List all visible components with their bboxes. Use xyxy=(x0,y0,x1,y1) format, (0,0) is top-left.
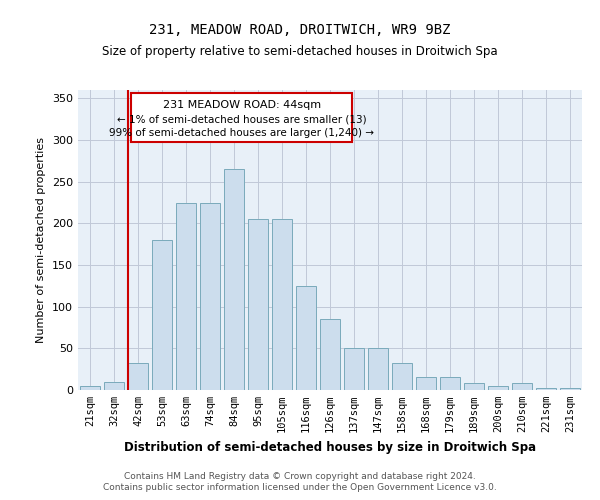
Bar xyxy=(464,384,484,390)
Bar xyxy=(296,286,316,390)
Bar xyxy=(272,219,292,390)
Text: 231 MEADOW ROAD: 44sqm: 231 MEADOW ROAD: 44sqm xyxy=(163,100,321,110)
Bar xyxy=(224,169,244,390)
Text: Contains HM Land Registry data © Crown copyright and database right 2024.: Contains HM Land Registry data © Crown c… xyxy=(124,472,476,481)
Bar xyxy=(128,362,148,390)
Text: 99% of semi-detached houses are larger (1,240) →: 99% of semi-detached houses are larger (… xyxy=(109,128,374,138)
Bar xyxy=(512,384,532,390)
Bar xyxy=(344,348,364,390)
Bar xyxy=(320,319,340,390)
Text: 231, MEADOW ROAD, DROITWICH, WR9 9BZ: 231, MEADOW ROAD, DROITWICH, WR9 9BZ xyxy=(149,22,451,36)
Bar xyxy=(440,376,460,390)
Bar xyxy=(416,376,436,390)
Bar xyxy=(104,382,124,390)
FancyBboxPatch shape xyxy=(131,94,352,142)
X-axis label: Distribution of semi-detached houses by size in Droitwich Spa: Distribution of semi-detached houses by … xyxy=(124,440,536,454)
Bar xyxy=(80,386,100,390)
Bar xyxy=(200,202,220,390)
Bar xyxy=(392,362,412,390)
Text: ← 1% of semi-detached houses are smaller (13): ← 1% of semi-detached houses are smaller… xyxy=(117,115,367,125)
Bar xyxy=(560,388,580,390)
Bar xyxy=(488,386,508,390)
Y-axis label: Number of semi-detached properties: Number of semi-detached properties xyxy=(37,137,46,343)
Text: Contains public sector information licensed under the Open Government Licence v3: Contains public sector information licen… xyxy=(103,484,497,492)
Bar xyxy=(176,202,196,390)
Bar xyxy=(536,388,556,390)
Bar xyxy=(152,240,172,390)
Text: Size of property relative to semi-detached houses in Droitwich Spa: Size of property relative to semi-detach… xyxy=(102,45,498,58)
Bar xyxy=(248,219,268,390)
Bar xyxy=(368,348,388,390)
